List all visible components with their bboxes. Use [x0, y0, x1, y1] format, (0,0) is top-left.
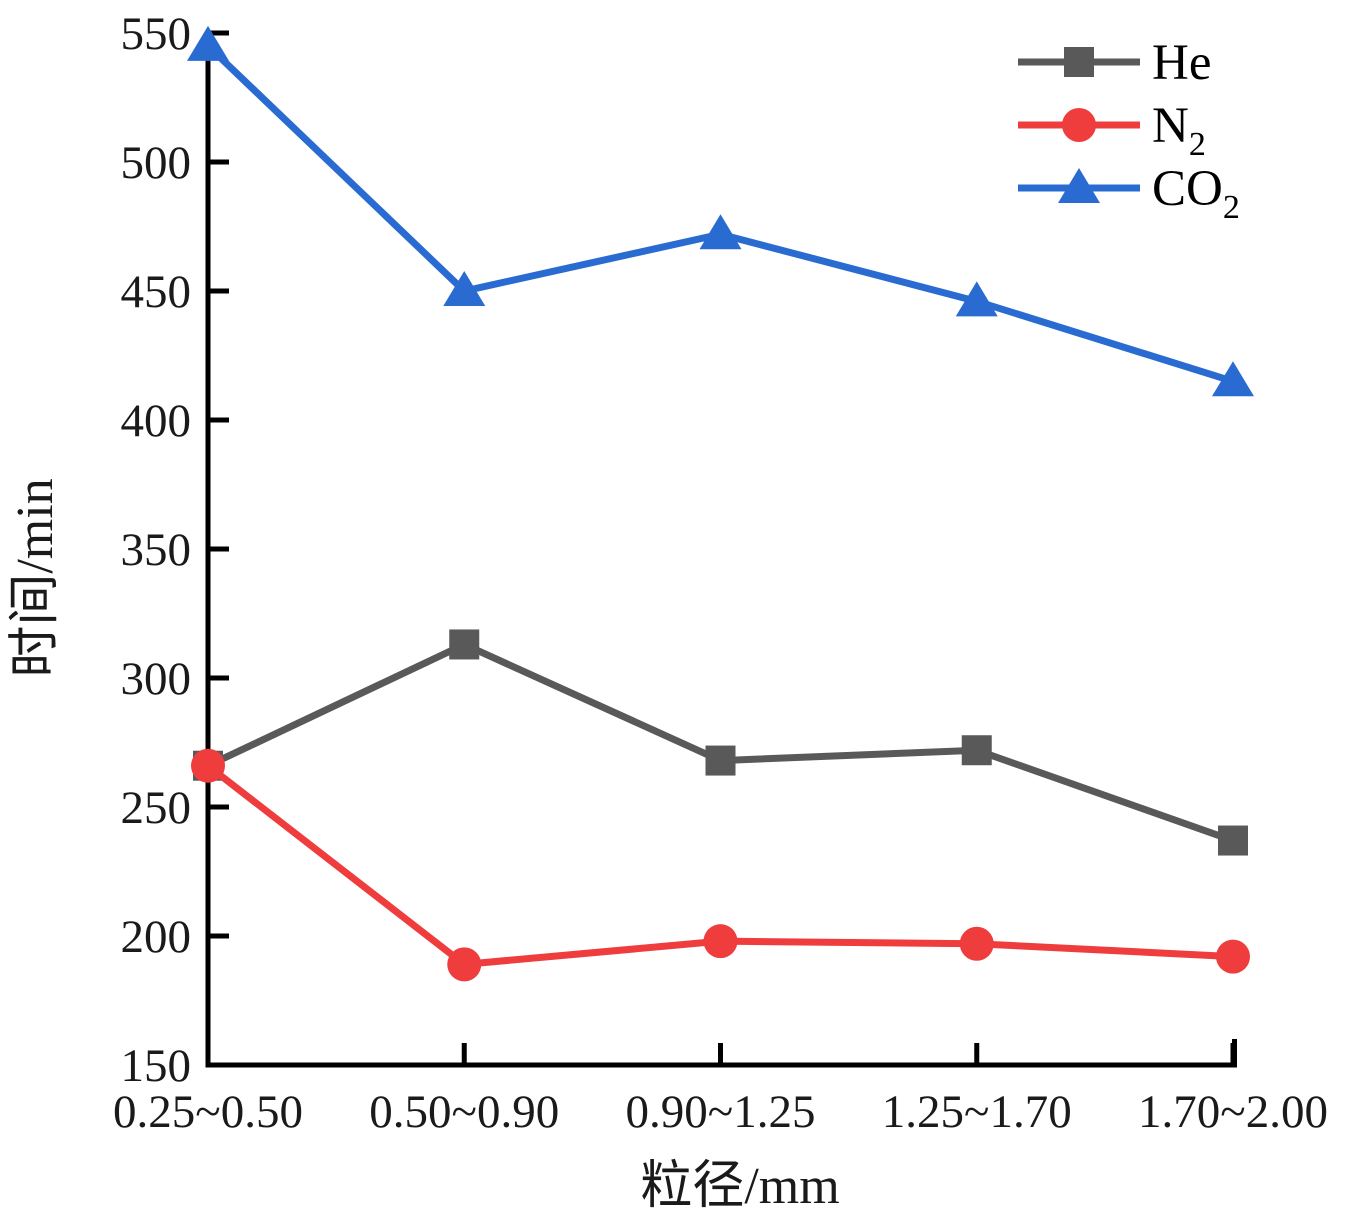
triangle-marker — [1212, 361, 1254, 397]
y-tick-label: 500 — [121, 137, 192, 189]
x-tick-label: 0.90~1.25 — [626, 1086, 816, 1138]
legend-label: N2 — [1152, 98, 1206, 163]
series-n2 — [191, 748, 1250, 982]
circle-marker — [959, 926, 994, 961]
legend-triangle-icon — [1058, 168, 1100, 203]
series-he — [193, 629, 1248, 856]
square-marker — [961, 735, 992, 766]
x-tick-label: 1.70~2.00 — [1138, 1086, 1328, 1138]
square-marker — [449, 629, 480, 660]
square-marker — [1218, 825, 1248, 856]
data-series — [187, 25, 1254, 982]
legend-item-he: He — [1018, 35, 1211, 91]
y-tick-label: 550 — [121, 8, 192, 60]
y-tick-label: 450 — [121, 266, 192, 318]
triangle-marker — [443, 271, 486, 306]
triangle-marker — [187, 25, 229, 61]
triangle-marker — [955, 281, 998, 317]
legend-circle-icon — [1062, 108, 1096, 142]
circle-marker — [703, 924, 738, 959]
y-tick-label: 200 — [121, 911, 192, 963]
series-line-co2 — [205, 43, 1235, 385]
legend-label: CO2 — [1152, 161, 1240, 226]
circle-marker — [191, 748, 225, 783]
circle-marker — [1216, 939, 1250, 974]
square-marker — [705, 745, 736, 776]
series-line-he — [206, 640, 1235, 844]
x-axis-title: 粒径/mm — [640, 1158, 839, 1215]
legend-item-n2: N2 — [1018, 98, 1206, 163]
circle-marker — [447, 947, 482, 982]
y-axis-title: 时间/min — [7, 478, 64, 677]
y-tick-label: 400 — [121, 395, 192, 447]
y-tick-label: 350 — [121, 524, 192, 576]
legend-item-co2: CO2 — [1018, 161, 1240, 226]
legend-label: He — [1152, 35, 1211, 91]
y-tick-label: 250 — [121, 782, 192, 834]
x-tick-label: 0.25~0.50 — [113, 1086, 303, 1138]
series-co2 — [187, 25, 1254, 397]
triangle-marker — [699, 214, 742, 250]
x-tick-label: 0.50~0.90 — [369, 1086, 559, 1138]
x-tick-label: 1.25~1.70 — [882, 1086, 1072, 1138]
legend-square-icon — [1064, 47, 1094, 77]
y-tick-label: 150 — [121, 1040, 192, 1092]
y-tick-label: 300 — [121, 653, 192, 705]
axes: 150 200 250 300 350 400 450 500 550 0.25~0.50 0.50… — [113, 8, 1328, 1138]
